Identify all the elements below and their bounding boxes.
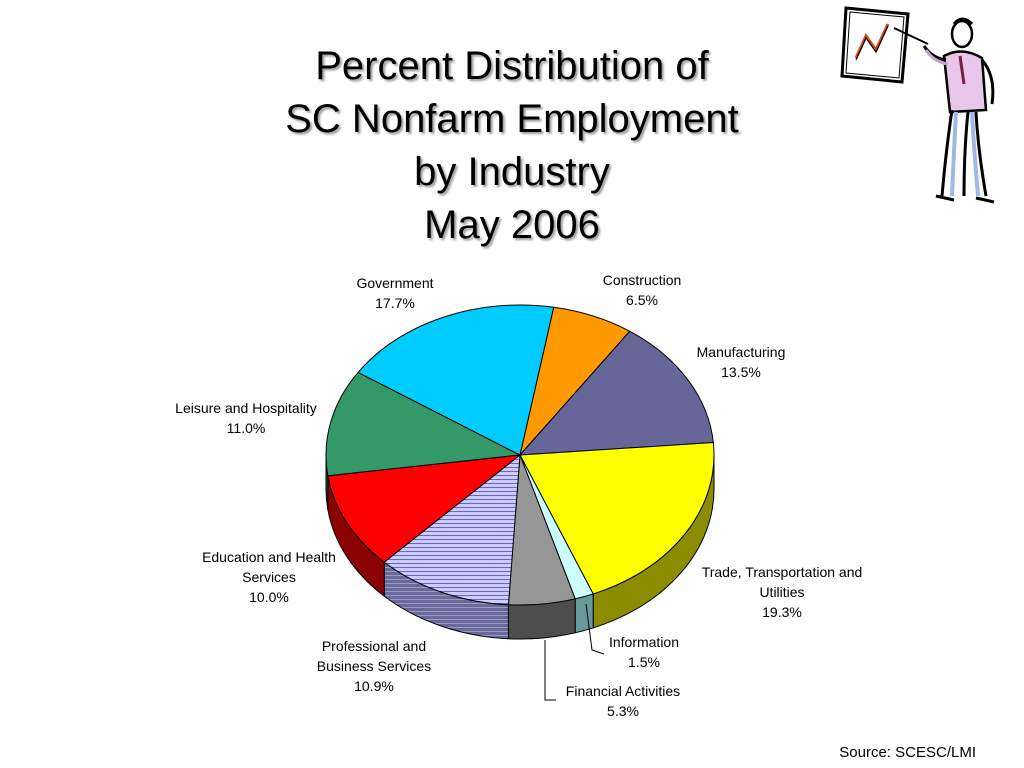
leader-financial-activities (544, 640, 556, 701)
label-information: Information 1.5% (600, 632, 688, 672)
label-value: 1.5% (628, 654, 660, 670)
presenter-with-chart-clipart (840, 6, 995, 204)
label-value: 6.5% (626, 292, 658, 308)
title-line-1: Percent Distribution of (315, 44, 709, 88)
label-name-2: Utilities (759, 584, 805, 600)
label-professional-business-services: Professional and Business Services 10.9% (302, 636, 446, 696)
label-name: Manufacturing (696, 344, 786, 360)
label-construction: Construction 6.5% (592, 270, 692, 310)
leader-information (585, 603, 605, 655)
title-line-2: SC Nonfarm Employment (285, 97, 739, 141)
pie-slice-trade-transportation-and-utilities (519, 442, 715, 595)
label-government: Government 17.7% (345, 273, 445, 313)
easel-board-icon (840, 6, 910, 84)
label-name-2: Services (242, 569, 296, 585)
pie-side-information (574, 593, 594, 634)
pie-slice-education-and-health-services (327, 454, 522, 563)
label-name-2: Business Services (316, 658, 432, 674)
label-name: Construction (602, 272, 682, 288)
label-value: 11.0% (226, 420, 266, 436)
pie-top-faces (325, 304, 715, 606)
label-name: Government (356, 275, 434, 291)
label-name: Financial Activities (565, 683, 681, 699)
label-value: 10.0% (249, 589, 289, 605)
label-value: 13.5% (721, 364, 761, 380)
label-value: 17.7% (375, 295, 415, 311)
label-leisure-hospitality: Leisure and Hospitality 11.0% (162, 398, 330, 438)
title-line-3: by Industry (414, 150, 610, 194)
label-value: 19.3% (762, 604, 802, 620)
pie-slice-leisure-and-hospitality (325, 371, 522, 477)
label-manufacturing: Manufacturing 13.5% (686, 342, 796, 382)
pie-slice-government (357, 304, 555, 456)
label-name: Leisure and Hospitality (175, 400, 317, 416)
label-financial-activities: Financial Activities 5.3% (556, 681, 690, 721)
chart-title: Percent Distribution of SC Nonfarm Emplo… (212, 40, 812, 252)
label-education-health-services: Education and Health Services 10.0% (190, 547, 348, 607)
label-name: Trade, Transportation and (701, 564, 863, 580)
pie-slice-professional-and-business-services (383, 453, 521, 606)
label-name: Information (608, 634, 680, 650)
label-value: 5.3% (607, 703, 639, 719)
label-value: 10.9% (354, 678, 394, 694)
label-trade-transportation-utilities: Trade, Transportation and Utilities 19.3… (686, 562, 878, 622)
source-note: Source: SCESC/LMI (839, 744, 976, 761)
leader-lines (544, 603, 605, 701)
pie-slice-manufacturing (518, 330, 714, 456)
presenter-figure-icon (922, 17, 995, 204)
label-name: Professional and (321, 638, 427, 654)
label-name: Education and Health (202, 549, 336, 565)
title-line-4: May 2006 (424, 203, 600, 247)
